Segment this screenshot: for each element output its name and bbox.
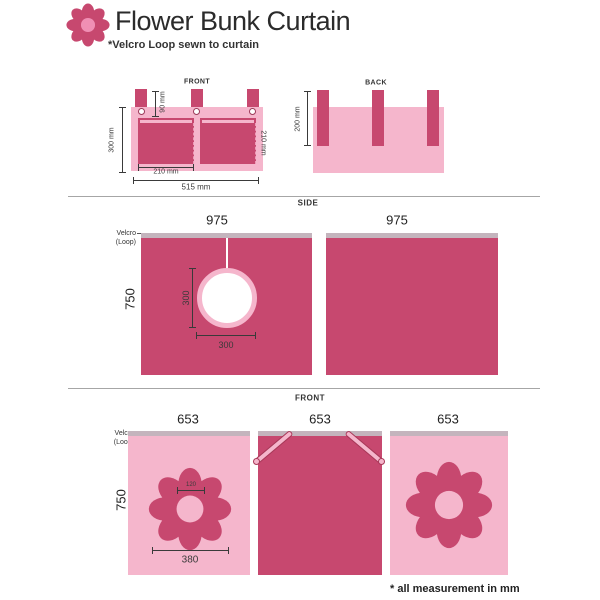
snap-button-icon bbox=[249, 108, 256, 115]
organizer-back-strap bbox=[427, 90, 439, 146]
curtain-slit bbox=[226, 238, 228, 269]
front-panel-width-label: 653 bbox=[437, 411, 459, 427]
snap-button-icon bbox=[193, 108, 200, 115]
side-panel-height-label: 750 bbox=[122, 288, 138, 310]
organizer-back-label: BACK bbox=[365, 79, 387, 87]
dim-line-flower-width bbox=[152, 547, 229, 554]
velcro-strip bbox=[326, 233, 498, 238]
curtain-hole bbox=[197, 268, 257, 328]
ribbon-hook-icon bbox=[253, 458, 260, 465]
snap-button-icon bbox=[138, 108, 145, 115]
dim-pocket-width: 210 mm bbox=[153, 168, 179, 176]
dim-line-total-width bbox=[133, 177, 259, 184]
side-section-label: SIDE bbox=[297, 198, 319, 208]
dim-line-flower-center bbox=[177, 487, 205, 494]
ribbon-hook-icon bbox=[378, 458, 385, 465]
dim-line-back-height bbox=[304, 91, 311, 146]
velcro-strip bbox=[141, 233, 312, 238]
pocket bbox=[200, 123, 256, 164]
front-panel-middle bbox=[258, 431, 382, 575]
dim-line-pocket-width bbox=[138, 164, 194, 171]
dim-pocket-height: 210 mm bbox=[259, 130, 267, 156]
flower-motif-icon bbox=[405, 461, 493, 549]
pocket bbox=[138, 123, 194, 164]
dim-back-height: 200 mm bbox=[294, 106, 302, 132]
dim-line-hole-vertical bbox=[189, 268, 196, 328]
dim-line-hole-horizontal bbox=[196, 332, 256, 339]
front-panel-height-label: 750 bbox=[113, 489, 129, 511]
velcro-loop-label: Velcro (Loop) bbox=[92, 429, 134, 447]
page-title: Flower Bunk Curtain bbox=[115, 6, 351, 36]
dim-strap: 90 mm bbox=[159, 91, 167, 113]
page-subtitle: *Velcro Loop sewn to curtain bbox=[108, 39, 259, 51]
pocket-hem bbox=[200, 118, 256, 123]
velcro-pointer-line bbox=[137, 233, 143, 234]
velcro-strip bbox=[128, 431, 250, 436]
velcro-loop-label-line2: (Loop) bbox=[115, 239, 136, 246]
velcro-loop-label-line2: (Loop) bbox=[113, 439, 134, 446]
velcro-strip bbox=[258, 431, 382, 436]
dim-flower-width: 380 bbox=[181, 554, 199, 566]
footnote: * all measurement in mm bbox=[390, 583, 520, 595]
front-panel-width-label: 653 bbox=[309, 411, 331, 427]
side-panel-width-label: 975 bbox=[386, 212, 408, 228]
flower-motif-icon bbox=[148, 467, 232, 551]
dim-hole-vertical: 300 bbox=[181, 290, 191, 306]
section-divider bbox=[68, 388, 540, 389]
side-panel-width-label: 975 bbox=[206, 212, 228, 228]
pocket-hem bbox=[138, 118, 194, 123]
organizer-front-label: FRONT bbox=[183, 78, 211, 86]
front-section-label: FRONT bbox=[294, 393, 326, 403]
organizer-back-strap bbox=[317, 90, 329, 146]
dim-flower-center: 120 bbox=[185, 482, 197, 488]
velcro-loop-label-line1: Velcro bbox=[114, 430, 134, 437]
velcro-loop-label: Velcro (Loop) bbox=[94, 229, 136, 247]
velcro-loop-label-line1: Velcro bbox=[116, 230, 136, 237]
dim-hole-horizontal: 300 bbox=[218, 340, 234, 350]
front-panel-width-label: 653 bbox=[177, 411, 199, 427]
organizer-back-strap bbox=[372, 90, 384, 146]
dim-line-height bbox=[119, 107, 126, 173]
flower-logo-icon bbox=[66, 3, 110, 47]
dim-line-strap bbox=[152, 91, 159, 117]
dim-height: 300 mm bbox=[108, 127, 116, 153]
dim-total-width: 515 mm bbox=[181, 182, 211, 192]
side-panel-right bbox=[326, 233, 498, 375]
section-divider bbox=[68, 196, 540, 197]
velcro-strip bbox=[390, 431, 508, 436]
